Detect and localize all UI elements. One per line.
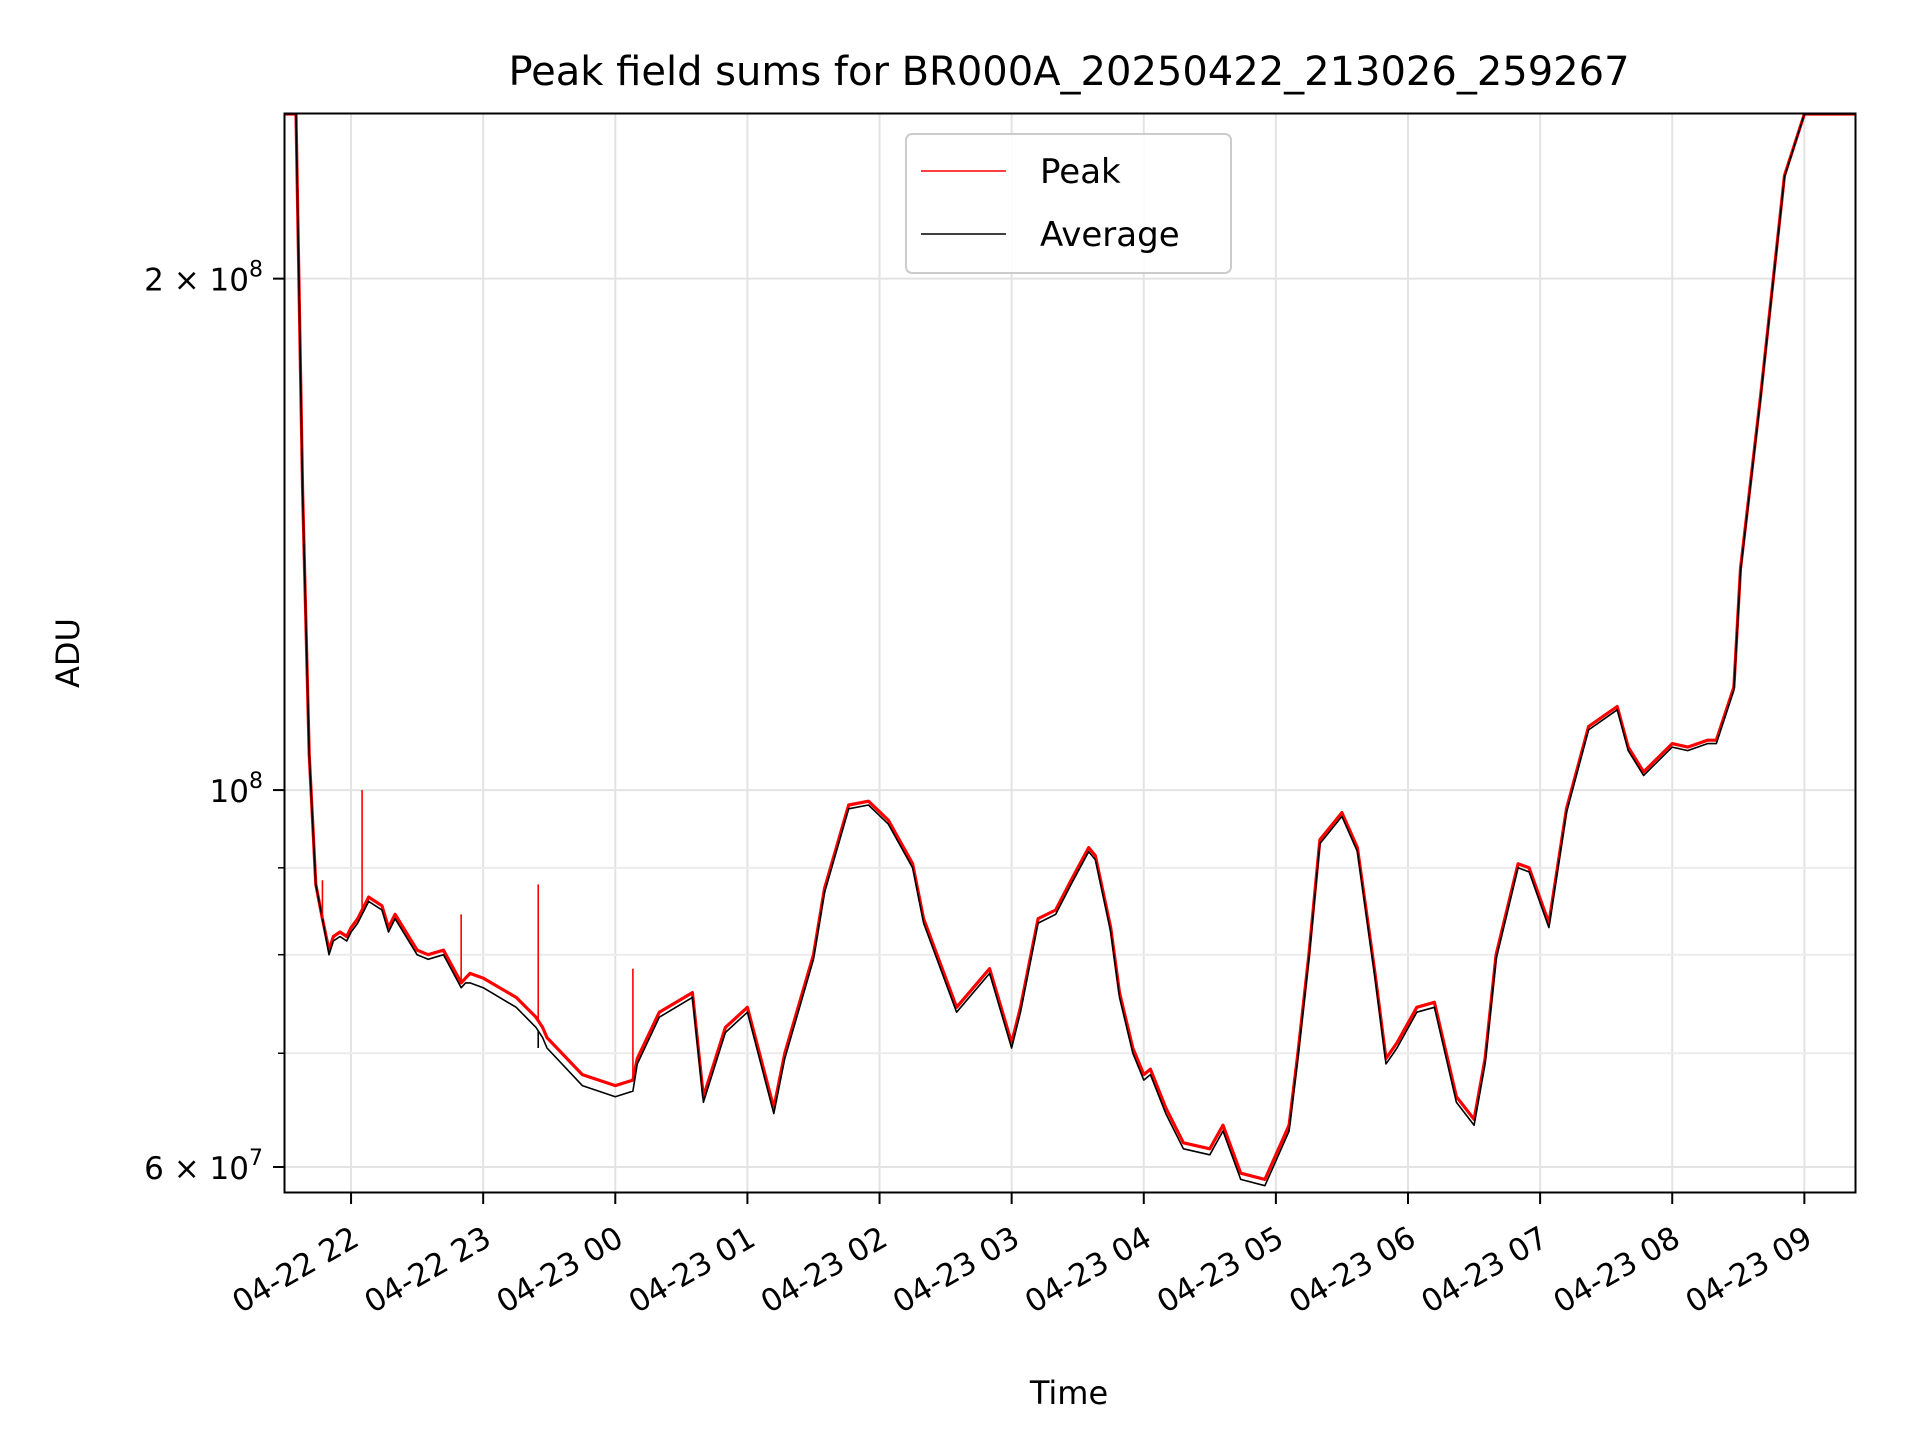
y-axis-label: ADU (49, 618, 87, 688)
chart-title: Peak field sums for BR000A_20250422_2130… (508, 49, 1629, 95)
legend-box (905, 133, 1232, 274)
legend-label-average: Average (1040, 215, 1180, 255)
y-tick-label: 108 (210, 769, 263, 810)
plot-area (285, 114, 1855, 1187)
legend: Peak Average (905, 133, 1232, 274)
grid (285, 114, 1855, 1192)
legend-label-peak: Peak (1040, 152, 1121, 192)
axes-frame (283, 112, 1857, 1194)
y-tick-label: 2 × 108 (144, 258, 263, 299)
series-line-average (285, 114, 1855, 1187)
y-axis: 2 × 108 108 6 × 107 (144, 258, 285, 1187)
series-line-peak (285, 114, 1855, 1182)
x-axis-label: Time (1029, 1374, 1108, 1412)
y-tick-label: 6 × 107 (144, 1146, 263, 1187)
